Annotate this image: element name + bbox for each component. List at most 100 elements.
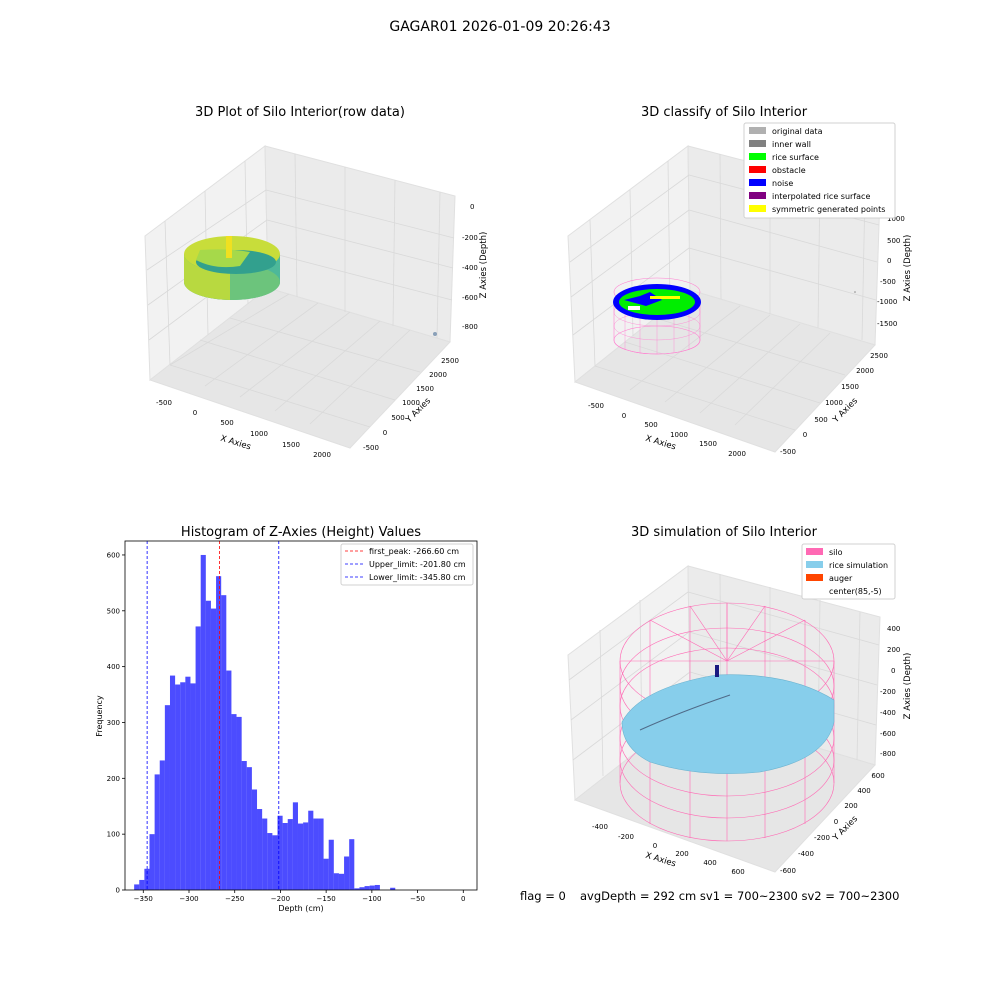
raw-x-tick: -500 <box>156 399 172 407</box>
histogram-x-tick-label: −300 <box>179 895 198 903</box>
sim-y-tick: 400 <box>857 787 870 795</box>
histogram-y-tick-label: 200 <box>107 775 120 783</box>
sim-z-tick: -200 <box>880 688 896 696</box>
histogram-title: Histogram of Z-Axies (Height) Values <box>181 525 421 540</box>
histogram-x-label: Depth (cm) <box>278 904 323 913</box>
histogram-bar <box>354 888 360 890</box>
legend-swatch <box>806 574 823 581</box>
simulation-3d-z-ticks: 400 200 0 -200 -400 -600 -800 <box>880 625 900 758</box>
raw-x-tick: 1500 <box>282 441 300 449</box>
simulation-legend-entry: auger <box>806 574 853 583</box>
classify-z-tick: 500 <box>887 237 900 245</box>
raw-y-tick: 2500 <box>441 357 459 365</box>
histogram-y-label: Frequency <box>95 695 104 737</box>
classify-legend-entries: original data inner wall rice surface ob… <box>749 127 885 214</box>
histogram-x-tick-label: 0 <box>461 895 465 903</box>
legend-label: noise <box>772 179 793 188</box>
classify-x-tick: 1500 <box>699 440 717 448</box>
histogram-x-tick-label: −250 <box>225 895 244 903</box>
legend-label: auger <box>829 574 853 583</box>
histogram-bar <box>323 858 329 890</box>
simulation-silo-and-rice <box>619 602 835 842</box>
histogram-bar <box>364 886 370 890</box>
classify-x-tick: 1000 <box>670 431 688 439</box>
simulation-legend-entry: silo <box>806 548 843 557</box>
classify-legend-entry: inner wall <box>749 140 811 149</box>
raw-z-tick: -200 <box>462 234 478 242</box>
sim-x-tick: 400 <box>703 859 716 867</box>
classify-3d-y-ticks: -500 0 500 1000 1500 2000 2500 <box>780 352 888 456</box>
classify-z-label: Z Axies (Depth) <box>903 235 913 302</box>
raw-point-cloud <box>183 236 437 336</box>
histogram-bar <box>185 676 191 890</box>
histogram-x-tick-label: −100 <box>362 895 381 903</box>
histogram-bar <box>282 822 288 890</box>
histogram-bar <box>308 810 314 890</box>
classify-y-tick: 2000 <box>856 367 874 375</box>
histogram-bar <box>262 818 268 890</box>
histogram-x-tick-label: −350 <box>134 895 153 903</box>
histogram-bar <box>200 554 206 890</box>
classify-y-tick: 2500 <box>870 352 888 360</box>
raw-z-tick: -800 <box>462 323 478 331</box>
classify-y-tick: 0 <box>803 431 807 439</box>
sim-y-tick: 200 <box>844 802 857 810</box>
legend-label: silo <box>829 548 843 557</box>
histogram-y-tick-label: 600 <box>107 551 120 559</box>
classify-3d-z-ticks: 1000 500 0 -500 -1000 -1500 <box>877 215 905 328</box>
histogram-bar <box>344 856 350 890</box>
sim-x-tick: 200 <box>675 850 688 858</box>
raw-z-label: Z Axies (Depth) <box>479 232 489 299</box>
classify-y-tick: 1500 <box>841 383 859 391</box>
histogram-bar <box>154 774 160 890</box>
raw-3d-axes-box <box>144 145 456 449</box>
histogram-bar <box>328 839 334 890</box>
raw-y-tick: 1000 <box>402 399 420 407</box>
histogram-x-ticks: −350 −300 −250 −200 −150 −100 −50 0 <box>134 890 466 903</box>
classify-x-tick: 2000 <box>728 450 746 458</box>
simulation-legend-entries: silo rice simulation auger center(85,-5) <box>806 548 888 596</box>
classify-z-tick: 1000 <box>887 215 905 223</box>
raw-y-tick: 500 <box>391 414 404 422</box>
histogram-bar <box>139 879 145 890</box>
histogram-legend-label: first_peak: -266.60 cm <box>369 547 459 556</box>
histogram-bar <box>292 802 298 890</box>
classify-legend: original data inner wall rice surface ob… <box>743 122 896 219</box>
histogram-bar <box>195 626 201 890</box>
figure-suptitle: GAGAR01 2026-01-09 20:26:43 <box>389 19 610 35</box>
classify-x-tick: -500 <box>588 402 604 410</box>
raw-3d-z-ticks: 0 -200 -400 -600 -800 <box>462 203 478 331</box>
histogram-bar <box>333 873 339 890</box>
legend-label: rice simulation <box>829 561 888 570</box>
histogram-bar <box>272 835 278 890</box>
sim-x-tick: -400 <box>592 823 608 831</box>
histogram-bar <box>134 884 140 890</box>
histogram-x-tick-label: −200 <box>271 895 290 903</box>
histogram-y-tick-label: 400 <box>107 663 120 671</box>
histogram-bar <box>241 761 247 890</box>
histogram-panel: Histogram of Z-Axies (Height) Values −35… <box>95 525 478 913</box>
legend-swatch <box>749 140 766 147</box>
classify-y-tick: -500 <box>780 448 796 456</box>
classify-z-tick: -1500 <box>877 320 897 328</box>
simulation-3d-x-ticks: -400 -200 0 200 400 600 <box>592 823 745 876</box>
histogram-bar <box>226 670 232 890</box>
histogram-bar <box>169 675 176 890</box>
legend-swatch <box>749 192 766 199</box>
classify-z-tick: -1000 <box>877 298 897 306</box>
classify-legend-frame <box>743 122 896 219</box>
classify-point-cloud <box>613 277 856 355</box>
histogram-axes-frame <box>124 540 478 891</box>
sim-z-tick: -400 <box>880 709 896 717</box>
histogram-bar <box>313 818 319 890</box>
classify-x-tick: 500 <box>644 421 657 429</box>
histogram-bar <box>277 815 283 890</box>
raw-z-tick: -400 <box>462 264 478 272</box>
classify-z-tick: 0 <box>887 257 891 265</box>
legend-label: center(85,-5) <box>829 587 882 596</box>
histogram-bar <box>318 818 324 890</box>
raw-x-tick: 1000 <box>250 430 268 438</box>
histogram-y-tick-label: 500 <box>107 607 120 615</box>
classify-3d-title: 3D classify of Silo Interior <box>641 105 808 120</box>
sim-x-tick: -200 <box>618 833 634 841</box>
